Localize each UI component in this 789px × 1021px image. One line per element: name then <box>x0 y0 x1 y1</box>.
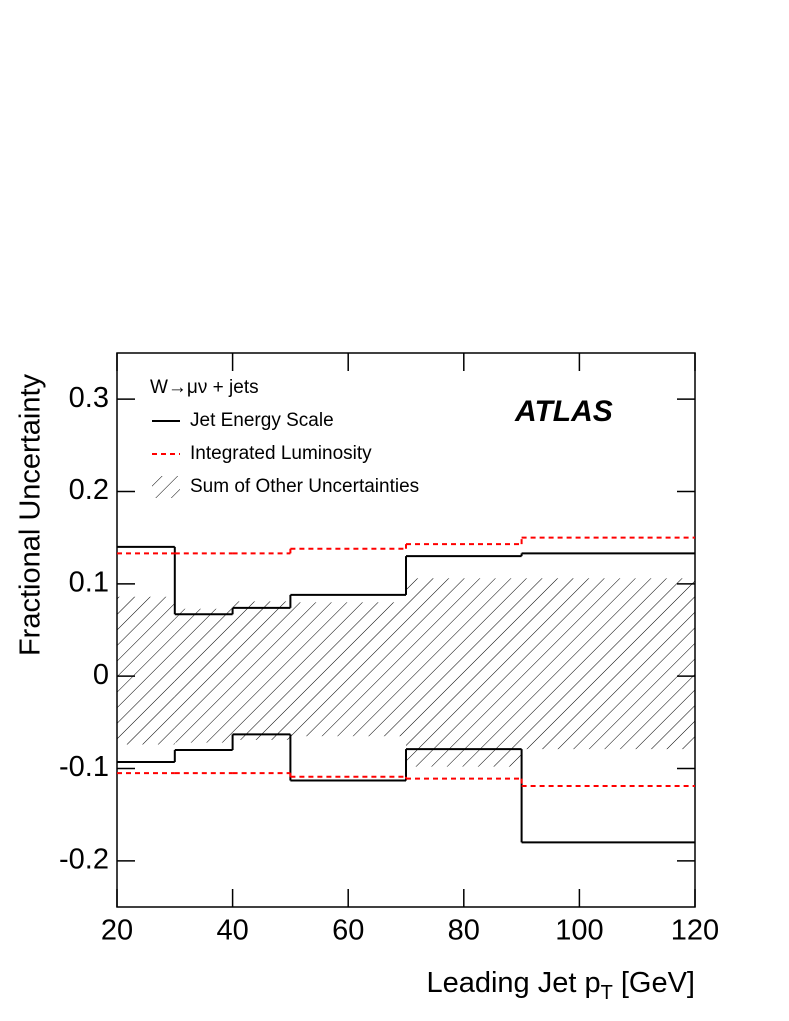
legend-label: Sum of Other Uncertainties <box>190 476 419 497</box>
y-tick-label: 0.1 <box>69 566 109 598</box>
x-axis-label: Leading Jet pT [GeV] <box>426 967 695 1005</box>
y-axis-label: Fractional Uncertainty <box>15 373 47 656</box>
legend-label: Integrated Luminosity <box>190 443 372 464</box>
hatched-band <box>117 596 175 745</box>
y-tick-label: 0.3 <box>69 382 109 414</box>
legend-title: W→μν + jets <box>150 377 259 398</box>
x-tick-label: 20 <box>101 915 133 947</box>
y-tick-label: 0 <box>93 659 109 691</box>
hatched-band <box>232 601 291 740</box>
legend-label: Jet Energy Scale <box>190 410 334 431</box>
atlas-label: ATLAS <box>514 395 613 428</box>
hatched-band <box>174 608 233 743</box>
y-tick-label: -0.1 <box>59 751 109 783</box>
x-tick-label: 80 <box>448 915 480 947</box>
x-tick-label: 120 <box>671 915 719 947</box>
hatched-band <box>290 602 406 737</box>
x-label-unit: [GeV] <box>621 967 695 999</box>
hatched-band <box>406 578 522 767</box>
y-tick-label: 0.2 <box>69 474 109 506</box>
x-label-sub: T <box>601 982 613 1004</box>
x-tick-label: 100 <box>555 915 603 947</box>
x-label-main: Leading Jet p <box>426 967 600 999</box>
x-tick-label: 60 <box>332 915 364 947</box>
hatched-band <box>521 578 695 750</box>
legend-swatch <box>152 476 180 498</box>
x-tick-label: 40 <box>216 915 248 947</box>
y-tick-label: -0.2 <box>59 843 109 875</box>
